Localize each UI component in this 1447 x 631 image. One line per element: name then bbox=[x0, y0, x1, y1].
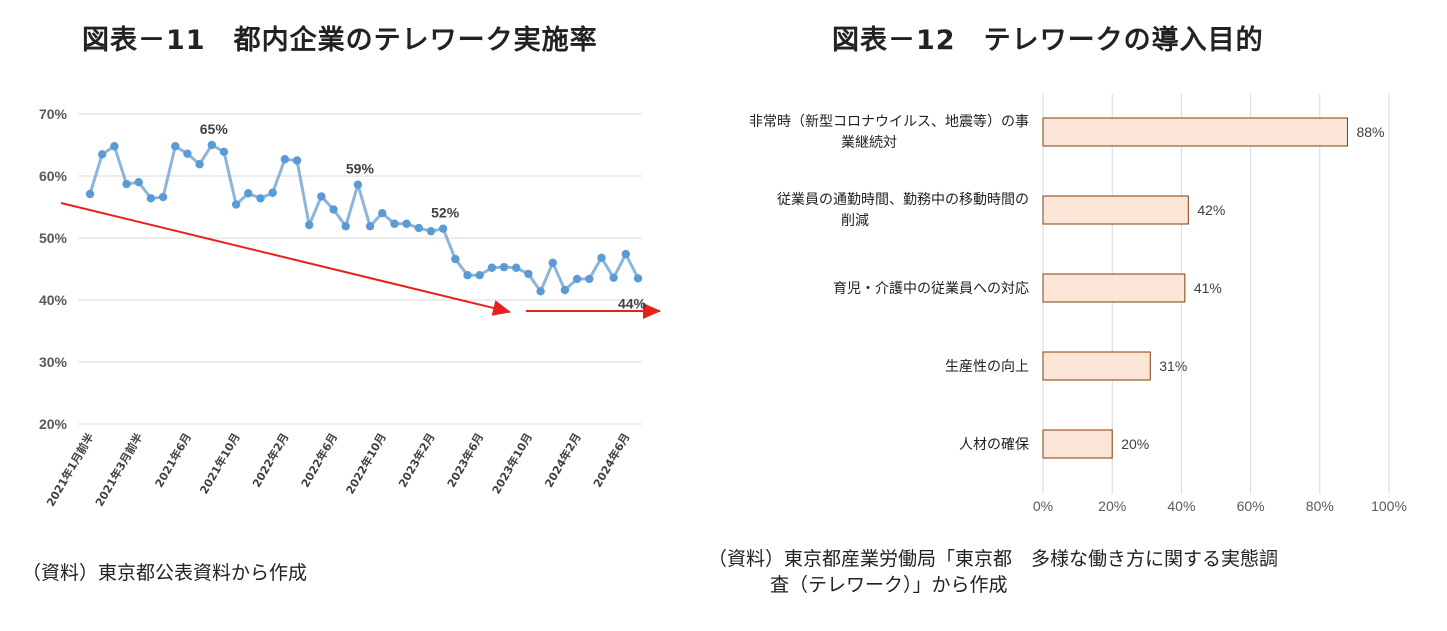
data-point bbox=[146, 194, 156, 203]
data-point bbox=[390, 219, 399, 228]
right-source-line-1: （資料）東京都産業労働局「東京都 多様な働き方に関する実態調 bbox=[708, 548, 1279, 570]
category-label: 人材の確保 bbox=[959, 437, 1029, 453]
category-label: 業継続対 bbox=[841, 134, 897, 151]
x-tick-label: 60% bbox=[1237, 498, 1265, 514]
data-point bbox=[475, 271, 484, 280]
data-point bbox=[110, 142, 119, 151]
data-point bbox=[158, 192, 168, 202]
data-point bbox=[438, 224, 448, 233]
data-point bbox=[85, 189, 95, 199]
data-point bbox=[451, 254, 460, 264]
x-tick-label: 100% bbox=[1371, 498, 1407, 514]
data-point bbox=[548, 258, 557, 267]
data-label: 44% bbox=[618, 295, 647, 311]
data-point bbox=[171, 142, 180, 151]
category-label: 生産性の向上 bbox=[945, 359, 1029, 375]
bar-value-label: 20% bbox=[1121, 436, 1149, 452]
trend-arrow-down bbox=[60, 202, 511, 316]
data-point bbox=[524, 269, 533, 279]
data-point bbox=[207, 140, 216, 150]
data-point bbox=[134, 178, 143, 187]
data-point bbox=[195, 160, 204, 169]
data-point bbox=[280, 155, 290, 164]
data-label: 65% bbox=[200, 121, 229, 137]
right-source-line-2: 査（テレワーク）」から作成 bbox=[770, 574, 1008, 596]
category-label: 非常時（新型コロナウイルス、地震等）の事 bbox=[749, 113, 1029, 130]
x-tick-label: 40% bbox=[1167, 498, 1195, 514]
data-point bbox=[268, 188, 277, 197]
data-point bbox=[512, 263, 521, 272]
data-point bbox=[536, 287, 545, 296]
data-point bbox=[292, 156, 302, 165]
data-point bbox=[244, 189, 253, 198]
data-point bbox=[414, 223, 423, 233]
y-tick-label: 60% bbox=[39, 168, 68, 184]
data-point bbox=[353, 180, 363, 189]
data-point bbox=[621, 249, 631, 259]
data-point bbox=[378, 209, 387, 218]
data-point bbox=[402, 219, 411, 228]
data-point bbox=[572, 274, 582, 284]
data-point bbox=[219, 147, 229, 157]
left-source-note: （資料）東京都公表資料から作成 bbox=[22, 562, 308, 584]
category-label: 削減 bbox=[841, 212, 869, 229]
right-chart-title: 図表－12 テレワークの導入目的 bbox=[832, 25, 1264, 56]
bar bbox=[1042, 351, 1151, 381]
y-tick-label: 50% bbox=[39, 230, 68, 246]
data-label: 52% bbox=[431, 205, 460, 221]
data-point bbox=[499, 262, 509, 272]
data-point bbox=[329, 205, 338, 214]
x-tick-label: 0% bbox=[1033, 498, 1053, 514]
data-point bbox=[597, 253, 606, 263]
y-tick-label: 30% bbox=[39, 354, 68, 370]
data-point bbox=[585, 274, 594, 284]
bar-value-label: 88% bbox=[1356, 124, 1384, 140]
left-chart-title: 図表－11 都内企業のテレワーク実施率 bbox=[82, 25, 598, 56]
data-point bbox=[560, 285, 570, 295]
data-point bbox=[609, 273, 618, 282]
bar-chart: 0% 20% 40% 60% 80% 100% 88% 非常時（新型コロナウイルス、地震等）の… bbox=[749, 94, 1407, 514]
x-tick-label: 20% bbox=[1098, 498, 1126, 514]
bar bbox=[1042, 195, 1189, 225]
data-point bbox=[256, 194, 265, 203]
data-point bbox=[365, 222, 375, 231]
data-point bbox=[231, 200, 241, 209]
data-point bbox=[487, 263, 497, 272]
series-line bbox=[88, 142, 640, 295]
data-point bbox=[317, 192, 326, 201]
x-tick-label: 80% bbox=[1306, 498, 1334, 514]
y-tick-label: 20% bbox=[39, 416, 68, 432]
data-point bbox=[97, 150, 107, 159]
bar bbox=[1042, 117, 1348, 147]
bar-value-label: 31% bbox=[1159, 358, 1187, 374]
category-label: 従業員の通勤時間、勤務中の移動時間の bbox=[777, 192, 1029, 208]
category-label: 育児・介護中の従業員への対応 bbox=[833, 281, 1029, 297]
bar bbox=[1042, 273, 1186, 303]
y-tick-label: 70% bbox=[39, 106, 68, 122]
y-tick-label: 40% bbox=[39, 292, 68, 308]
data-point bbox=[633, 274, 643, 283]
bar-value-label: 41% bbox=[1194, 280, 1222, 296]
data-point bbox=[463, 271, 472, 280]
data-point bbox=[183, 149, 192, 158]
bar-value-label: 42% bbox=[1197, 202, 1225, 218]
data-label: 59% bbox=[346, 161, 375, 177]
bar bbox=[1042, 429, 1113, 459]
data-point bbox=[305, 220, 314, 230]
right-source-note: （資料）東京都産業労働局「東京都 多様な働き方に関する実態調 査（テレワーク）」… bbox=[708, 546, 1278, 598]
data-point bbox=[341, 222, 350, 231]
data-point bbox=[122, 179, 131, 189]
data-point bbox=[426, 226, 436, 236]
